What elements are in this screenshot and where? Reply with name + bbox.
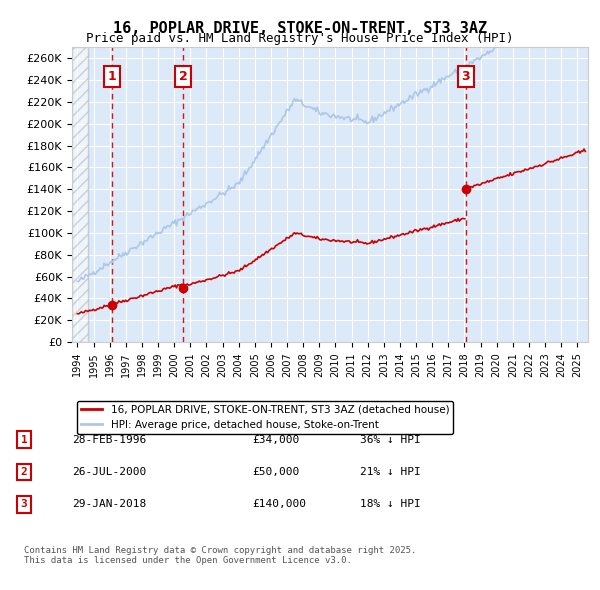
Text: £140,000: £140,000 [252,500,306,509]
Text: £50,000: £50,000 [252,467,299,477]
Legend: 16, POPLAR DRIVE, STOKE-ON-TRENT, ST3 3AZ (detached house), HPI: Average price, : 16, POPLAR DRIVE, STOKE-ON-TRENT, ST3 3A… [77,401,454,434]
Text: 1: 1 [20,435,28,444]
Text: Contains HM Land Registry data © Crown copyright and database right 2025.
This d: Contains HM Land Registry data © Crown c… [24,546,416,565]
Text: 29-JAN-2018: 29-JAN-2018 [72,500,146,509]
Text: 2: 2 [20,467,28,477]
Text: 3: 3 [20,500,28,509]
Text: 16, POPLAR DRIVE, STOKE-ON-TRENT, ST3 3AZ: 16, POPLAR DRIVE, STOKE-ON-TRENT, ST3 3A… [113,21,487,35]
Text: 21% ↓ HPI: 21% ↓ HPI [360,467,421,477]
Text: 2: 2 [179,70,188,83]
Text: 28-FEB-1996: 28-FEB-1996 [72,435,146,444]
Text: 36% ↓ HPI: 36% ↓ HPI [360,435,421,444]
Text: 1: 1 [108,70,116,83]
Text: 26-JUL-2000: 26-JUL-2000 [72,467,146,477]
Text: 18% ↓ HPI: 18% ↓ HPI [360,500,421,509]
Text: £34,000: £34,000 [252,435,299,444]
Text: 3: 3 [461,70,470,83]
Bar [72,47,88,342]
Text: Price paid vs. HM Land Registry's House Price Index (HPI): Price paid vs. HM Land Registry's House … [86,32,514,45]
